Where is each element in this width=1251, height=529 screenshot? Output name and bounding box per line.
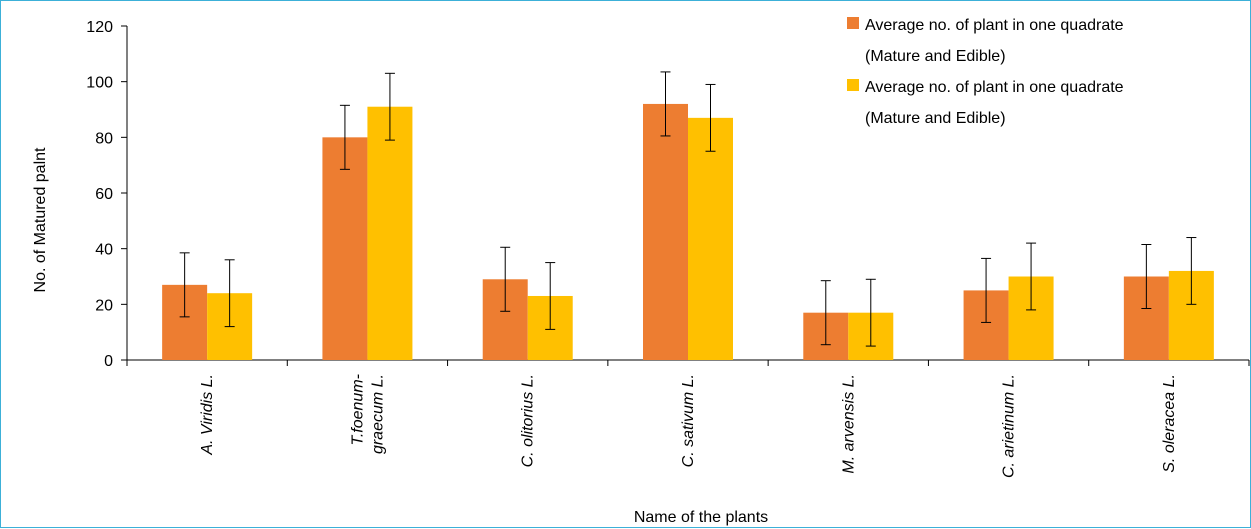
bar-series-2 xyxy=(367,106,413,360)
y-tick-labels: 0 20 40 60 80 100 120 xyxy=(86,19,113,370)
y-tick-label: 80 xyxy=(95,130,113,147)
x-category-labels: A. Viridis L. T.foenum-graecum L. C. olito… xyxy=(199,374,1178,478)
y-tick-label: 20 xyxy=(95,297,113,314)
bar-series-1 xyxy=(322,137,368,360)
y-tick-label: 120 xyxy=(86,19,113,36)
legend-swatch xyxy=(847,17,859,29)
category-label: C. arietinum L. xyxy=(1001,374,1018,478)
legend-swatch xyxy=(847,79,859,91)
category-label: S. oleracea L. xyxy=(1161,374,1178,473)
legend-label: Average no. of plant in one quadrate xyxy=(865,79,1124,96)
category-label: C. sativum L. xyxy=(680,374,697,467)
y-tick-label: 60 xyxy=(95,186,113,203)
bar-series-2 xyxy=(688,117,733,360)
y-tick-label: 100 xyxy=(86,75,113,92)
category-label: graecum L. xyxy=(369,374,386,454)
legend: Average no. of plant in one quadrate (Mat… xyxy=(847,17,1124,127)
category-label: A. Viridis L. xyxy=(199,374,216,456)
x-axis-title: Name of the plants xyxy=(634,509,768,526)
bar-series-1 xyxy=(643,103,688,360)
y-tick-label: 40 xyxy=(95,242,113,259)
category-label: C. olitorius L. xyxy=(520,374,537,467)
legend-label: Average no. of plant in one quadrate xyxy=(865,17,1124,34)
category-label: M. arvensis L. xyxy=(840,374,857,474)
legend-label: (Mature and Edible) xyxy=(865,48,1006,65)
category-label: T.foenum- xyxy=(349,374,366,445)
legend-label: (Mature and Edible) xyxy=(865,110,1006,127)
bars xyxy=(162,103,1214,360)
error-bars xyxy=(179,71,1197,347)
y-axis-title: No. of Matured palnt xyxy=(32,147,49,293)
y-tick-label: 0 xyxy=(104,353,113,370)
